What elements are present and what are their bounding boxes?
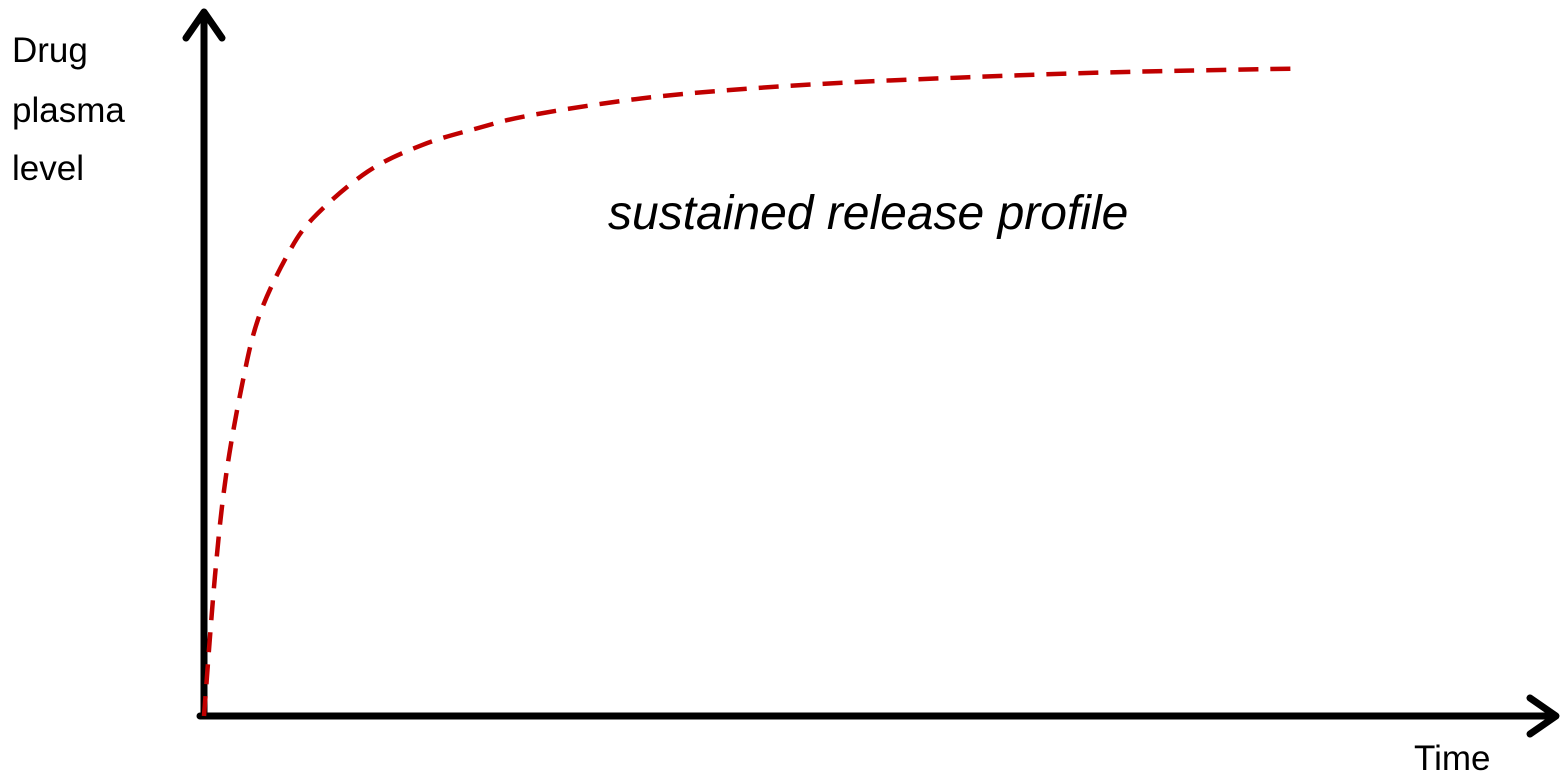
- y-axis-arrowhead-icon: [182, 8, 226, 42]
- y-axis-label-line-3: level: [12, 149, 84, 188]
- axes: [182, 8, 1560, 738]
- series-line-0: [201, 66, 1297, 717]
- series-layer: [201, 66, 1297, 717]
- y-axis-label-line-1: Drug: [12, 31, 88, 70]
- y-axis-label-line-2: plasma: [12, 91, 125, 130]
- x-axis-arrowhead-icon: [1526, 694, 1560, 738]
- curve-annotation: sustained release profile: [608, 187, 1128, 240]
- x-axis-label: Time: [1414, 739, 1490, 778]
- y-axis-label: Drug plasma level: [12, 31, 135, 188]
